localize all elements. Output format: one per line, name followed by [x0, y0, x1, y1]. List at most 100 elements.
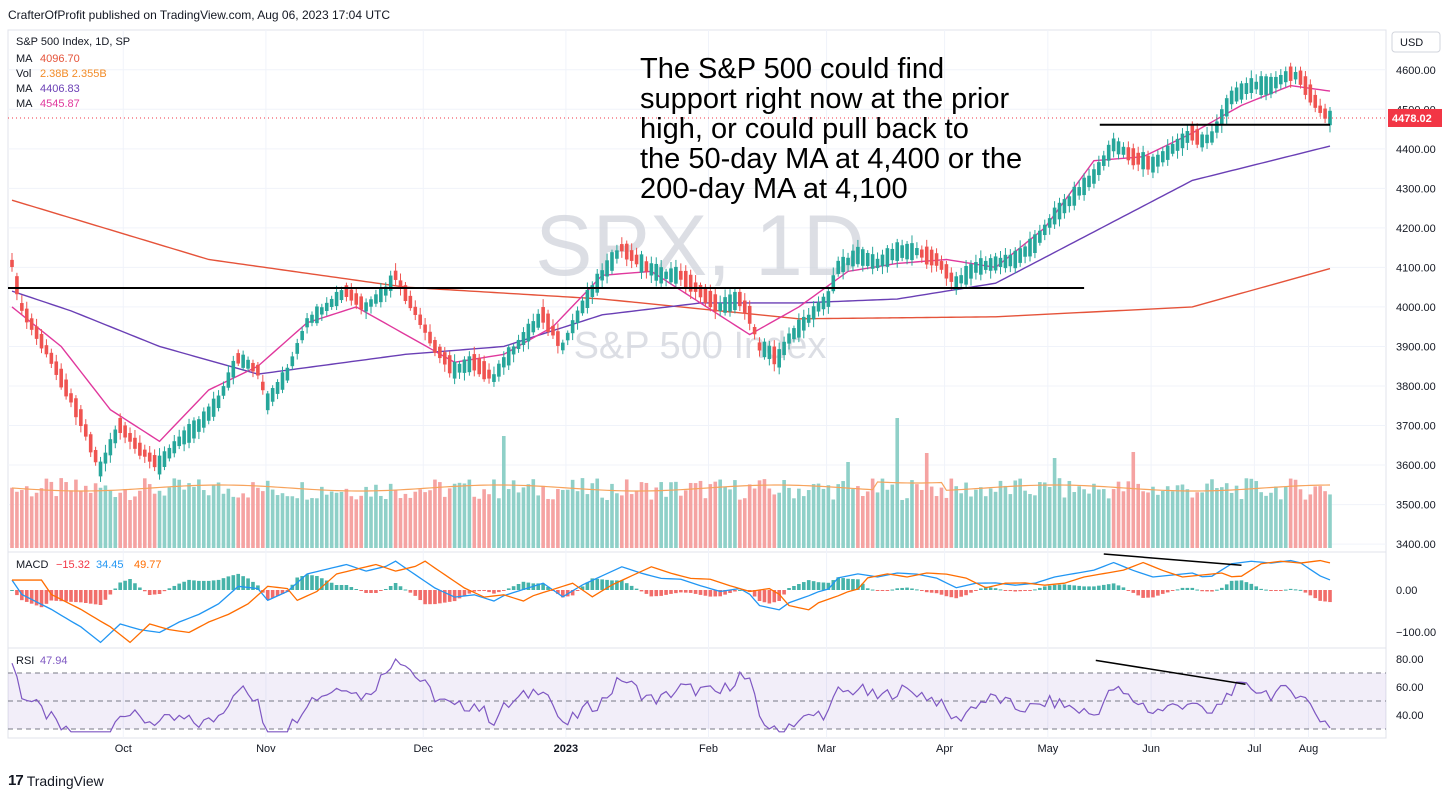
candle-body: [806, 314, 811, 323]
volume-bar: [610, 483, 614, 548]
candle-body: [526, 323, 531, 342]
macd-histogram-bar: [875, 590, 880, 591]
candle-body: [875, 258, 880, 269]
volume-bar: [1023, 490, 1027, 548]
macd-divergence-line: [1103, 553, 1242, 566]
volume-bar: [1008, 494, 1013, 548]
macd-histogram-bar: [364, 590, 368, 593]
volume-bar: [1229, 492, 1234, 548]
candle-body: [575, 310, 580, 324]
macd-histogram-bar: [885, 590, 890, 591]
macd-histogram-bar: [728, 590, 732, 593]
candle-body: [634, 254, 639, 265]
volume-bar: [939, 487, 944, 548]
macd-histogram-bar: [49, 590, 54, 601]
macd-histogram-bar: [256, 585, 260, 590]
macd-histogram-bar: [979, 588, 983, 590]
volume-bar: [1106, 498, 1111, 548]
volume-bar: [108, 490, 113, 548]
volume-bar: [1210, 479, 1214, 548]
macd-histogram-bar: [880, 590, 885, 591]
macd-histogram-bar: [659, 590, 663, 596]
volume-bar: [462, 483, 467, 548]
candle-body: [1313, 94, 1318, 108]
candle-body: [811, 306, 816, 320]
candle-body: [669, 268, 673, 283]
annotation-line: support right now at the prior: [640, 83, 1009, 115]
volume-bar: [216, 482, 221, 548]
macd-histogram-bar: [1195, 589, 1200, 591]
volume-bar: [983, 496, 988, 548]
volume-bar: [433, 479, 437, 548]
volume-bar: [910, 480, 914, 548]
macd-histogram-bar: [1180, 587, 1185, 590]
macd-histogram-bar: [138, 587, 142, 590]
candle-body: [561, 342, 565, 351]
macd-histogram-bar: [15, 590, 19, 596]
volume-bar: [890, 484, 895, 548]
volume-bar: [1077, 486, 1081, 548]
candle-body: [1264, 76, 1268, 95]
candle-body: [1028, 238, 1032, 257]
candle-body: [546, 313, 550, 332]
volume-bar: [1042, 482, 1047, 548]
macd-histogram-bar: [846, 578, 850, 590]
price-tick-label: 4300.00: [1396, 183, 1436, 195]
candle-body: [683, 270, 688, 288]
candle-body: [516, 339, 521, 350]
candle-body: [772, 346, 777, 365]
candle-body: [497, 363, 501, 377]
candle-body: [900, 245, 904, 258]
legend-ma50-value: 4406.83: [40, 83, 80, 95]
volume-bar: [801, 496, 806, 548]
volume-bar: [251, 482, 255, 548]
macd-histogram-bar: [324, 580, 329, 590]
candle-body: [831, 275, 836, 292]
macd-histogram-bar: [1013, 590, 1018, 592]
volume-bar: [39, 488, 44, 548]
candle-body: [492, 374, 496, 382]
candle-body: [1195, 129, 1200, 145]
macd-histogram-bar: [1136, 590, 1141, 596]
volume-bar: [860, 496, 865, 548]
price-tick-label: 3800.00: [1396, 381, 1436, 393]
candle-body: [369, 299, 373, 307]
macd-histogram-bar: [275, 590, 280, 596]
macd-histogram-bar: [241, 576, 245, 590]
time-tick-label: Jun: [1142, 743, 1160, 755]
macd-histogram-bar: [1318, 590, 1322, 601]
volume-bar: [575, 491, 580, 548]
macd-histogram-bar: [221, 578, 226, 590]
candle-body: [334, 291, 339, 307]
macd-histogram-bar: [187, 579, 191, 590]
volume-bar: [334, 492, 339, 548]
macd-histogram-bar: [1062, 584, 1067, 590]
volume-bar: [408, 497, 413, 548]
macd-histogram-bar: [177, 583, 182, 590]
volume-bar: [344, 488, 349, 548]
candle-body: [482, 361, 486, 380]
candle-body: [890, 248, 895, 261]
price-tick-label: 4400.00: [1396, 144, 1436, 156]
macd-histogram-bar: [954, 590, 959, 599]
macd-histogram-bar: [939, 590, 944, 595]
volume-bar: [787, 487, 791, 548]
candle-body: [762, 341, 767, 358]
candle-body: [851, 250, 855, 267]
rsi-label: RSI: [16, 655, 34, 667]
macd-histogram-bar: [634, 588, 639, 590]
volume-bar: [708, 484, 713, 548]
volume-bar: [305, 499, 309, 548]
candle-body: [1126, 147, 1131, 161]
macd-line-value: 34.45: [96, 559, 124, 571]
macd-histogram-bar: [1028, 590, 1032, 591]
candle-body: [1072, 186, 1077, 206]
macd-histogram-bar: [1023, 590, 1027, 591]
macd-histogram-bar: [182, 581, 186, 590]
volume-bar: [561, 489, 565, 548]
candle-body: [1097, 162, 1101, 176]
volume-bar: [1047, 486, 1052, 548]
volume-bar: [1101, 489, 1106, 548]
candle-body: [123, 425, 127, 438]
